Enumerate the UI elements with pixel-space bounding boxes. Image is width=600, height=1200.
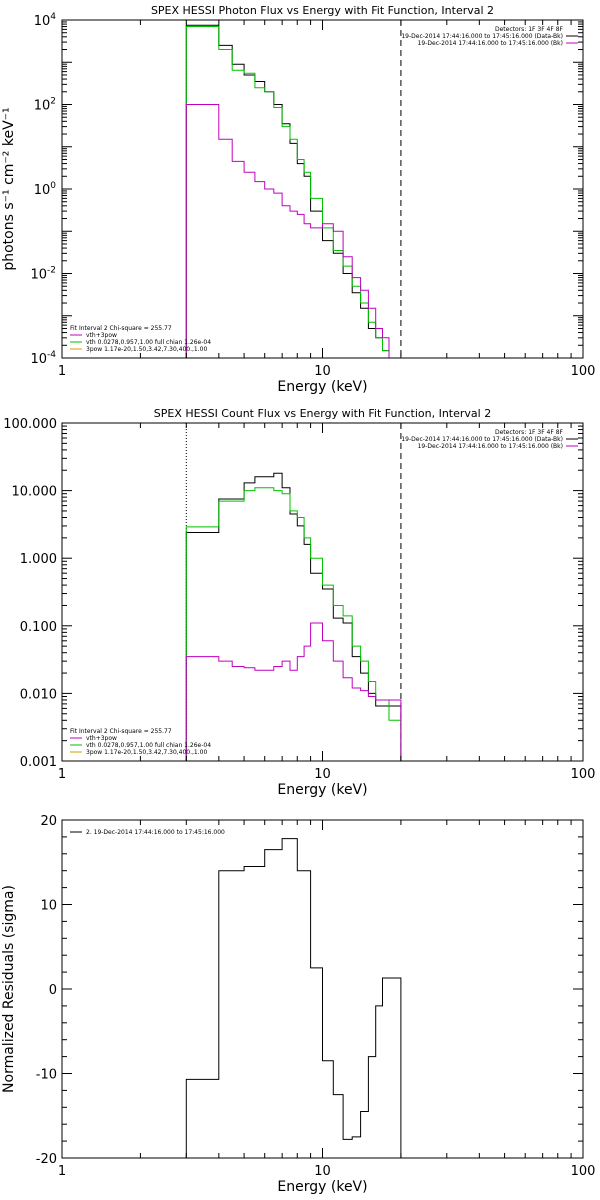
y-tick-label: 0 <box>49 983 57 998</box>
y-tick-label: 100 <box>34 181 57 198</box>
y-tick-exponent: 4 <box>50 12 56 22</box>
x-tick-label: 1 <box>58 364 66 379</box>
x-tick-label: 100 <box>571 767 596 782</box>
x-tick-label: 100 <box>571 364 596 379</box>
y-tick-label: 10-4 <box>30 350 56 367</box>
x-tick-label: 10 <box>314 1164 331 1179</box>
fit-legend-entry: 3pow 1.17e-20,1.50,3.42,7.30,400.,1.00 <box>86 346 207 353</box>
x-axis-label: Energy (keV) <box>277 1179 367 1195</box>
x-tick-label: 100 <box>571 1164 596 1179</box>
fit-legend-entry: vth+3pow <box>86 332 117 339</box>
y-tick-base: 10 <box>30 268 47 283</box>
plot-frame <box>61 422 584 762</box>
y-axis-label: Normalized Residuals (sigma) <box>1 885 17 1093</box>
x-axis-label: Energy (keV) <box>277 379 367 395</box>
y-tick-exponent: -2 <box>47 266 56 276</box>
y-tick-base: 10 <box>34 14 51 29</box>
series-line-0 <box>185 838 402 1158</box>
fit-legend-entry: vth 0.0278,0.957,1.00 full chian 1.26e-0… <box>86 339 211 346</box>
y-tick-exponent: -4 <box>47 350 56 360</box>
y-tick-label: 0.001 <box>20 755 57 770</box>
series-line-2 <box>185 622 402 761</box>
y-tick-label: 0.010 <box>20 687 57 702</box>
legend-entry: 2. 19-Dec-2014 17:44:16.000 to 17:45:16.… <box>86 829 225 836</box>
photon-flux-panel: SPEX HESSI Photon Flux vs Energy with Fi… <box>1 4 595 395</box>
series-line-1 <box>185 487 402 761</box>
y-tick-label: 10 <box>40 899 57 914</box>
y-tick-exponent: 0 <box>50 181 56 191</box>
y-tick-label: 10-2 <box>30 266 56 283</box>
legend-top-entry: 19-Dec-2014 17:44:16.000 to 17:45:16.000… <box>418 443 563 450</box>
legend-top-entry: 19-Dec-2014 17:44:16.000 to 17:45:16.000… <box>401 436 563 443</box>
x-tick-label: 1 <box>58 1164 66 1179</box>
series-group <box>185 838 402 1158</box>
y-tick-label: 104 <box>34 12 57 29</box>
legend-top-entry: Detectors: 1F 3F 4F 8F <box>495 26 564 33</box>
y-tick-label: 1.000 <box>20 552 57 567</box>
y-tick-base: 10 <box>30 352 47 367</box>
fit-legend-title: Fit Interval 2 Chi-square = 255.77 <box>70 325 172 332</box>
fit-legend-title: Fit Interval 2 Chi-square = 255.77 <box>70 728 172 735</box>
x-tick-label: 10 <box>314 767 331 782</box>
y-tick-base: 10 <box>34 183 51 198</box>
series-group <box>185 24 401 358</box>
y-tick-exponent: 2 <box>50 97 56 107</box>
fit-legend-entry: vth 0.0278,0.957,1.00 full chian 1.26e-0… <box>86 742 211 749</box>
legend-top-entry: Detectors: 1F 3F 4F 8F <box>495 429 564 436</box>
x-tick-label: 10 <box>314 364 331 379</box>
x-tick-label: 1 <box>58 767 66 782</box>
y-tick-label: -10 <box>36 1068 57 1083</box>
fit-legend-entry: vth+3pow <box>86 735 117 742</box>
series-line-2 <box>185 104 401 358</box>
legend-top-entry: 19-Dec-2014 17:44:16.000 to 17:45:16.000… <box>401 33 563 40</box>
y-tick-label: -20 <box>36 1152 57 1167</box>
y-tick-label: 0.100 <box>20 620 57 635</box>
y-tick-label: 20 <box>40 814 57 829</box>
y-axis-label: photons s⁻¹ cm⁻² keV⁻¹ <box>1 107 17 270</box>
plot-frame <box>61 19 584 359</box>
chart-title: SPEX HESSI Photon Flux vs Energy with Fi… <box>151 4 494 17</box>
series-line-1 <box>185 26 401 358</box>
legend-top-entry: 19-Dec-2014 17:44:16.000 to 17:45:16.000… <box>418 40 563 47</box>
y-tick-label: 100.000 <box>3 417 57 432</box>
y-tick-base: 10 <box>34 99 51 114</box>
fit-legend-entry: 3pow 1.17e-20,1.50,3.42,7.30,400.,1.00 <box>86 749 207 756</box>
chart-title: SPEX HESSI Count Flux vs Energy with Fit… <box>154 407 491 420</box>
series-group <box>185 472 402 761</box>
count-flux-panel: SPEX HESSI Count Flux vs Energy with Fit… <box>3 407 595 798</box>
y-tick-label: 102 <box>34 97 56 114</box>
x-axis-label: Energy (keV) <box>277 782 367 798</box>
y-tick-label: 10.000 <box>12 485 58 500</box>
